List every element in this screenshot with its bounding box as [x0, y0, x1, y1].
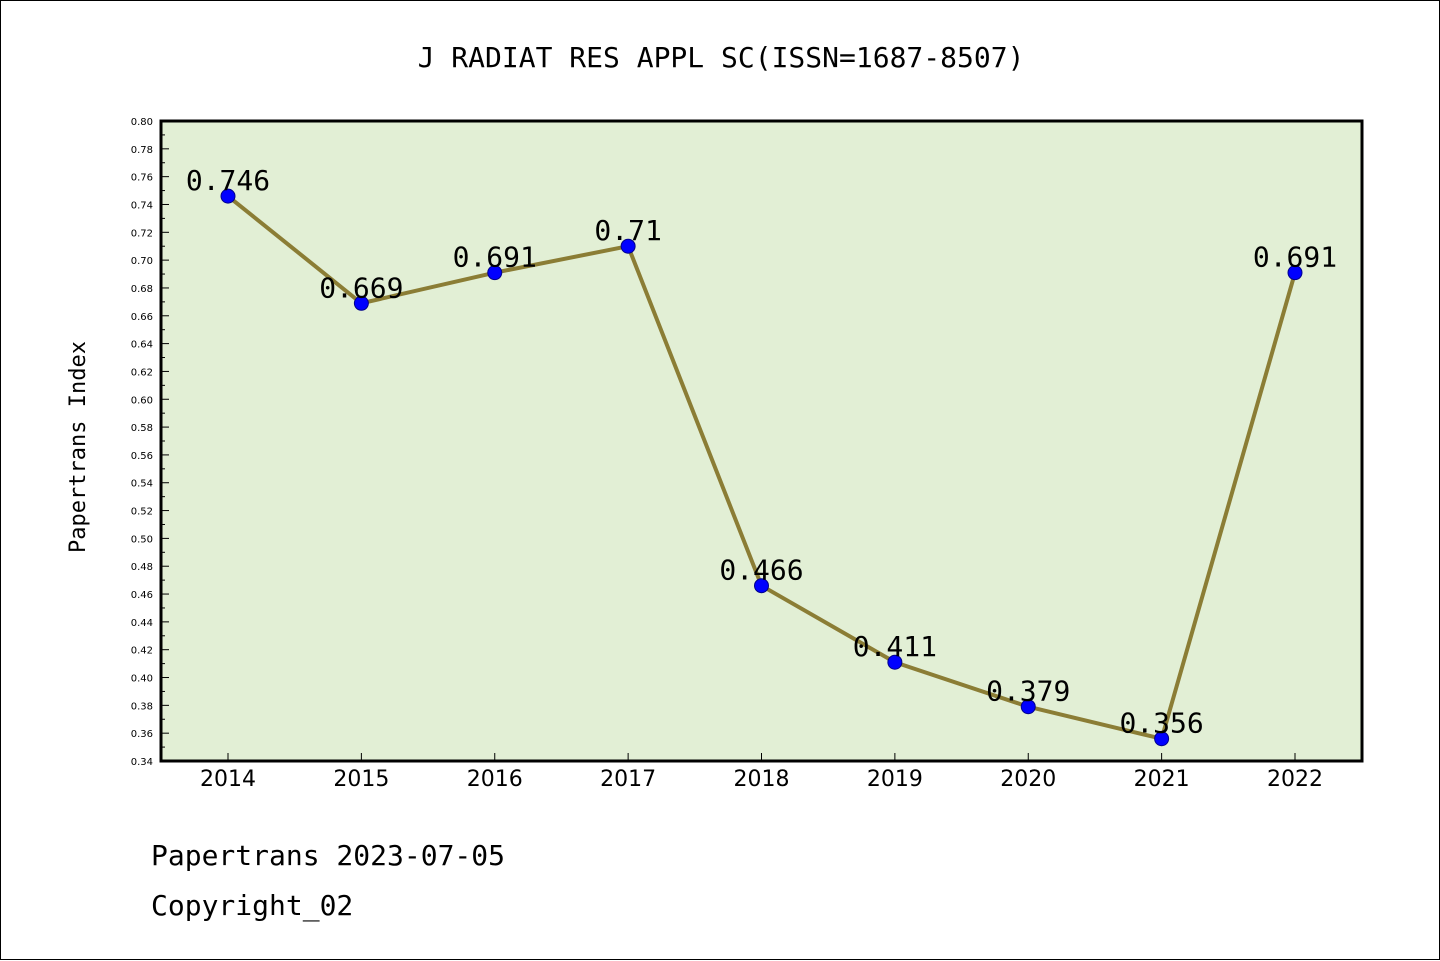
chart-title: J RADIAT RES APPL SC(ISSN=1687-8507)	[418, 41, 1025, 74]
data-point	[1287, 265, 1303, 281]
y-tick-label: 0.36	[131, 729, 153, 740]
y-tick-label: 0.80	[131, 117, 153, 128]
data-label: 0.411	[853, 630, 937, 663]
y-tick-label: 0.72	[131, 228, 153, 239]
data-point	[1020, 699, 1036, 715]
y-tick-label: 0.60	[131, 395, 153, 406]
y-tick-label: 0.42	[131, 646, 153, 657]
x-tick-label: 2018	[734, 767, 790, 792]
data-point	[487, 265, 503, 281]
data-label: 0.379	[986, 675, 1070, 708]
y-tick-label: 0.56	[131, 451, 153, 462]
x-tick-label: 2021	[1134, 767, 1190, 792]
y-tick-label: 0.76	[131, 173, 153, 184]
y-tick-label: 0.40	[131, 674, 153, 685]
data-point	[1154, 731, 1170, 747]
y-tick-label: 0.34	[131, 757, 153, 768]
y-tick-label: 0.54	[131, 479, 153, 490]
data-label: 0.691	[453, 241, 537, 274]
y-tick-label: 0.38	[131, 701, 153, 712]
series-papertrans-index: 0.746 0.669 0.691 0.71 0.466 0.411 0.379 0.356 0…	[186, 164, 1337, 747]
x-tick-label: 2014	[200, 767, 256, 792]
y-tick-label: 0.66	[131, 312, 153, 323]
x-tick-label: 2022	[1267, 767, 1323, 792]
y-tick-label: 0.68	[131, 284, 153, 295]
y-tick-label: 0.50	[131, 534, 153, 545]
data-point	[220, 188, 236, 204]
x-tick-label: 2019	[867, 767, 923, 792]
y-tick-label: 0.62	[131, 367, 153, 378]
y-tick-label: 0.74	[131, 200, 153, 211]
y-tick-label: 0.46	[131, 590, 153, 601]
y-tick-label: 0.48	[131, 562, 153, 573]
data-label: 0.669	[319, 271, 403, 304]
y-tick-label: 0.44	[131, 618, 153, 629]
x-tick-label: 2015	[333, 767, 389, 792]
footer-date: Papertrans 2023-07-05	[151, 839, 505, 872]
x-axis: 2014 2015 2016 2017 2018 2019 2020 2021 2022	[200, 753, 1323, 792]
y-tick-label: 0.64	[131, 340, 153, 351]
data-label: 0.356	[1119, 707, 1203, 740]
x-tick-label: 2020	[1000, 767, 1056, 792]
data-label: 0.691	[1253, 241, 1337, 274]
data-point	[887, 654, 903, 670]
x-tick-label: 2017	[600, 767, 656, 792]
y-tick-label: 0.78	[131, 145, 153, 156]
plot-area	[159, 119, 1364, 763]
y-axis: 0.34 0.36 0.38 0.40 0.42 0.44 0.46 0.48 0.50 0.52…	[131, 117, 169, 768]
data-label: 0.746	[186, 164, 270, 197]
data-label: 0.71	[594, 214, 661, 247]
y-axis-label: Papertrans Index	[66, 341, 91, 553]
y-tick-label: 0.58	[131, 423, 153, 434]
y-tick-label: 0.52	[131, 507, 153, 518]
data-point	[620, 238, 636, 254]
x-tick-label: 2016	[467, 767, 523, 792]
data-point	[754, 578, 769, 594]
data-point	[353, 295, 369, 311]
data-label: 0.466	[719, 554, 803, 587]
y-tick-label: 0.70	[131, 256, 153, 267]
footer-copyright: Copyright_02	[151, 889, 353, 923]
